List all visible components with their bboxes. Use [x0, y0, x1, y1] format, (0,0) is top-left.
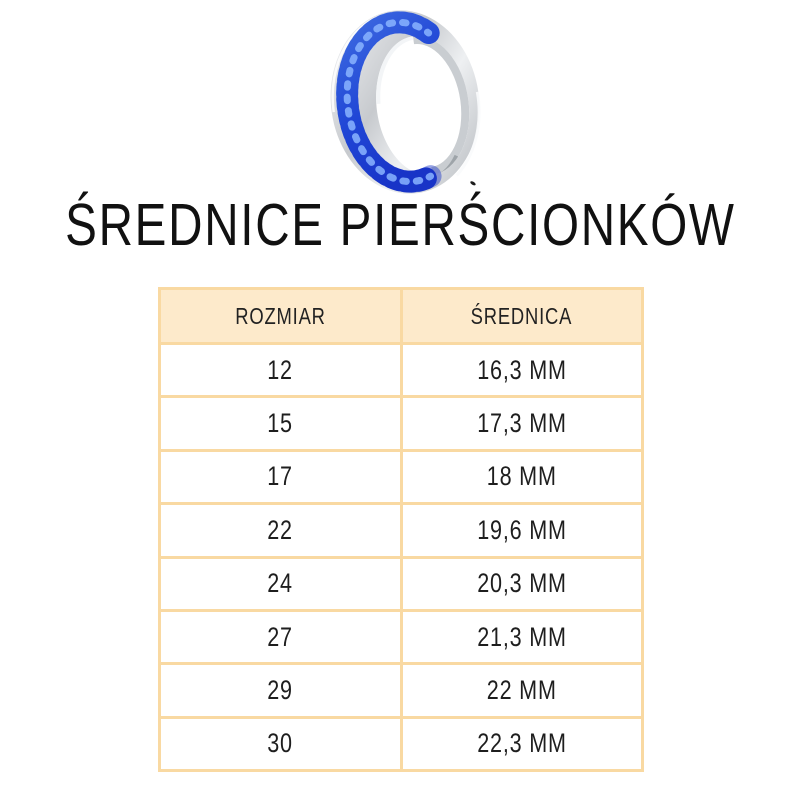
ring-chain-inlay: [336, 11, 442, 193]
column-header-diameter: ŚREDNICA: [399, 287, 644, 345]
table-row: 12 16,3 MM: [158, 341, 644, 399]
size-cell: 24: [158, 555, 403, 612]
table-row: 15 17,3 MM: [158, 395, 644, 452]
diameter-cell: 20,3 MM: [399, 555, 644, 612]
diameter-cell: 18 MM: [399, 448, 644, 506]
ring-size-table: ROZMIAR ŚREDNICA 12 16,3 MM 15 17,3 MM 1…: [158, 287, 644, 773]
ring-photo: [320, 4, 490, 202]
diameter-cell: 22 MM: [399, 662, 644, 719]
column-header-size: ROZMIAR: [158, 287, 403, 345]
table-row: 24 20,3 MM: [158, 555, 644, 612]
photo-speck: [470, 181, 476, 186]
size-cell: 29: [158, 662, 403, 719]
diameter-cell: 19,6 MM: [399, 502, 644, 559]
diameter-cell: 16,3 MM: [399, 341, 644, 399]
table-row: 30 22,3 MM: [158, 715, 644, 773]
table-row: 22 19,6 MM: [158, 502, 644, 559]
diameter-cell: 22,3 MM: [399, 715, 644, 773]
diameter-cell: 17,3 MM: [399, 395, 644, 452]
size-cell: 27: [158, 608, 403, 666]
table-row: 29 22 MM: [158, 662, 644, 719]
size-cell: 22: [158, 502, 403, 559]
ring-illustration: [330, 10, 481, 194]
title-band: ŚREDNICE PIERŚCIONKÓW: [0, 190, 800, 258]
diameter-cell: 21,3 MM: [399, 608, 644, 666]
page-title: ŚREDNICE PIERŚCIONKÓW: [64, 191, 736, 258]
table-header-row: ROZMIAR ŚREDNICA: [158, 287, 644, 345]
size-cell: 15: [158, 395, 403, 452]
size-cell: 30: [158, 715, 403, 773]
table-row: 17 18 MM: [158, 448, 644, 506]
size-cell: 12: [158, 341, 403, 399]
size-cell: 17: [158, 448, 403, 506]
table-row: 27 21,3 MM: [158, 608, 644, 666]
